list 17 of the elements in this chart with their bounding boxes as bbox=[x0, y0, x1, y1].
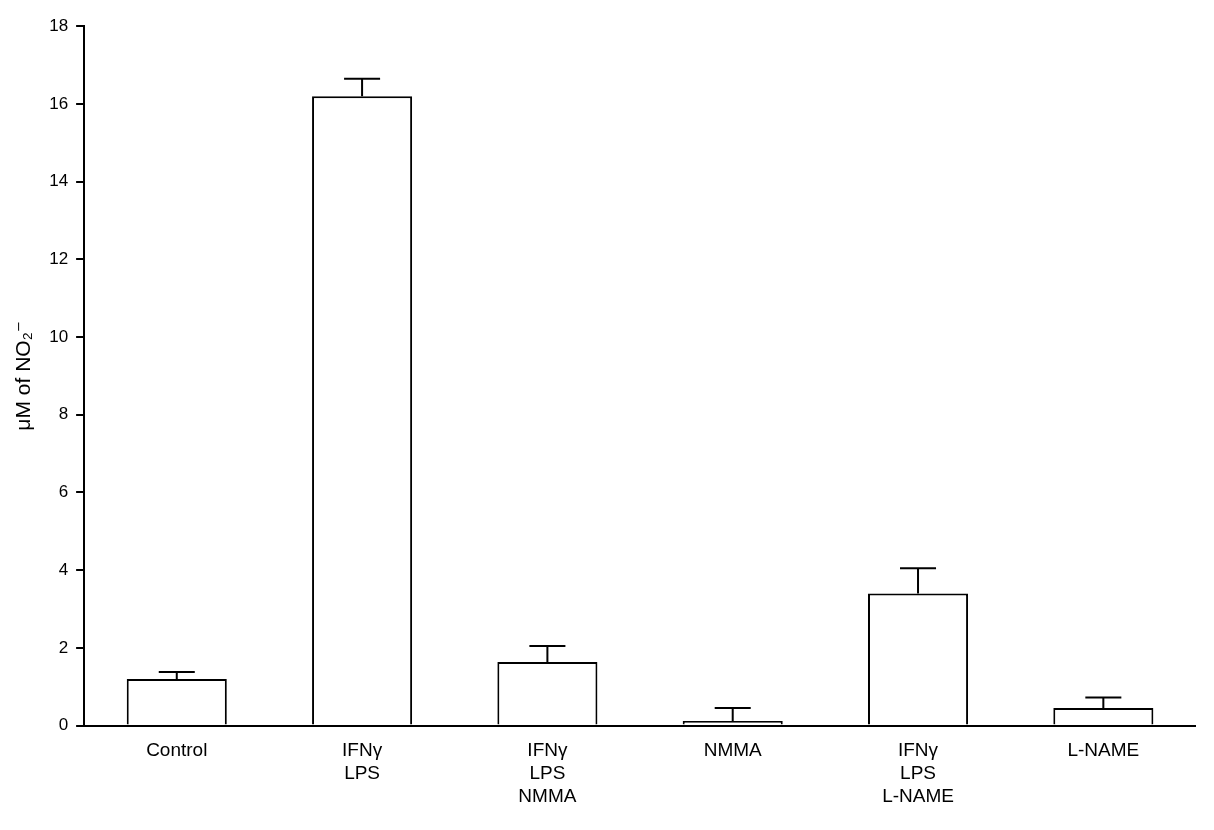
y-tick-label: 2 bbox=[58, 637, 69, 657]
x-tick-label: IFNγ LPS bbox=[342, 739, 383, 784]
x-tick-label: IFNγ LPS L-NAME bbox=[882, 739, 954, 806]
y-tick-label: 18 bbox=[49, 15, 69, 35]
x-tick-label: Control bbox=[146, 739, 208, 761]
y-tick-label: 4 bbox=[58, 559, 69, 579]
x-tick-label: NMMA bbox=[703, 739, 763, 761]
y-tick-label: 14 bbox=[49, 171, 69, 191]
y-tick-label: 8 bbox=[58, 404, 69, 424]
y-tick-label: 10 bbox=[49, 326, 69, 346]
y-tick-label: 16 bbox=[49, 93, 69, 113]
y-tick-label: 0 bbox=[58, 715, 69, 735]
y-tick-label: 12 bbox=[49, 249, 69, 269]
y-axis-title: μM of NO₂⁻ bbox=[11, 321, 35, 431]
x-tick-label: IFNγ LPS NMMA bbox=[518, 739, 577, 806]
x-tick-label: L-NAME bbox=[1067, 739, 1140, 761]
y-tick-label: 6 bbox=[58, 482, 69, 502]
